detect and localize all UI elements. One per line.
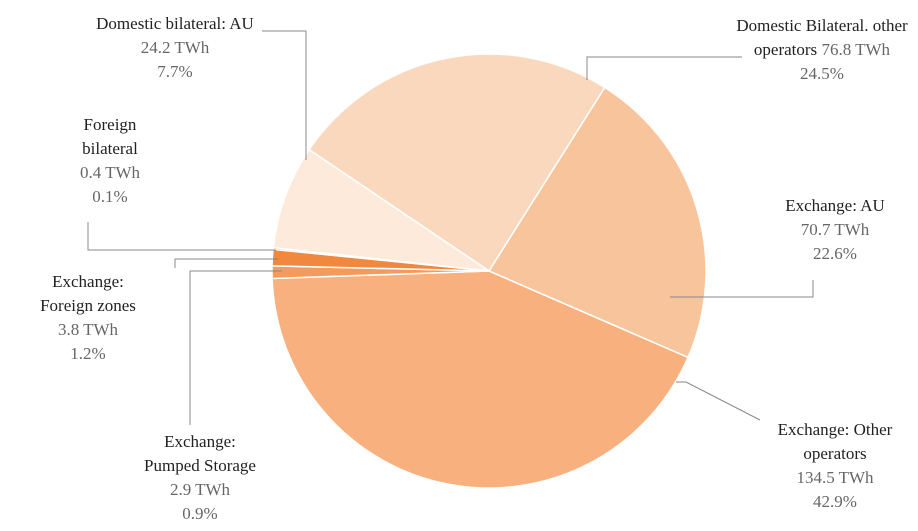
slice-percentage: 0.9%: [182, 504, 218, 523]
slice-name: Domestic bilateral: AU: [96, 14, 254, 33]
slice-percentage: 1.2%: [70, 344, 106, 363]
slice-label: Exchange: AU 70.7 TWh 22.6%: [760, 194, 910, 266]
slice-percentage: 42.9%: [813, 492, 857, 511]
slice-percentage: 22.6%: [813, 244, 857, 263]
leader-line: [262, 30, 307, 160]
pie-slice: [272, 148, 490, 272]
slice-name: Foreign bilateral: [82, 115, 138, 158]
leader-line: [676, 381, 761, 421]
pie-slice: [487, 86, 707, 359]
slice-percentage: 7.7%: [157, 62, 193, 81]
slice-percentage: 0.1%: [92, 187, 128, 206]
leader-line: [586, 56, 742, 80]
slice-value: 3.8 TWh: [57, 320, 119, 339]
slice-value: 24.2 TWh: [140, 38, 210, 57]
slice-label: Domestic Bilateral. other operators 76.8…: [722, 14, 918, 86]
leader-line: [670, 280, 814, 298]
slice-label: Exchange: Foreign zones 3.8 TWh 1.2%: [28, 270, 148, 366]
slice-value: 76.8 TWh: [821, 40, 891, 59]
slice-value: 2.9 TWh: [169, 480, 231, 499]
slice-label: Exchange: Pumped Storage 2.9 TWh 0.9%: [138, 430, 263, 526]
slice-value: 0.4 TWh: [79, 163, 141, 182]
leader-line: [87, 222, 276, 251]
slice-name: Exchange: Other operators: [777, 420, 893, 463]
slice-value: 70.7 TWh: [800, 220, 870, 239]
slice-label: Foreign bilateral 0.4 TWh 0.1%: [70, 113, 150, 209]
slice-name: Domestic Bilateral. other operators: [736, 16, 908, 59]
slice-value: 134.5 TWh: [796, 468, 874, 487]
pie-slice: [271, 270, 690, 489]
slice-percentage: 24.5%: [800, 64, 844, 83]
slice-label: Domestic bilateral: AU 24.2 TWh 7.7%: [55, 12, 295, 84]
slice-name: Exchange: Pumped Storage: [144, 432, 256, 475]
slice-name: Exchange: AU: [785, 196, 885, 215]
leader-line: [189, 270, 282, 425]
pie-slice: [308, 53, 606, 273]
slice-name: Exchange: Foreign zones: [40, 272, 136, 315]
leader-line: [174, 258, 278, 268]
slice-label: Exchange: Other operators 134.5 TWh 42.9%: [755, 418, 915, 514]
